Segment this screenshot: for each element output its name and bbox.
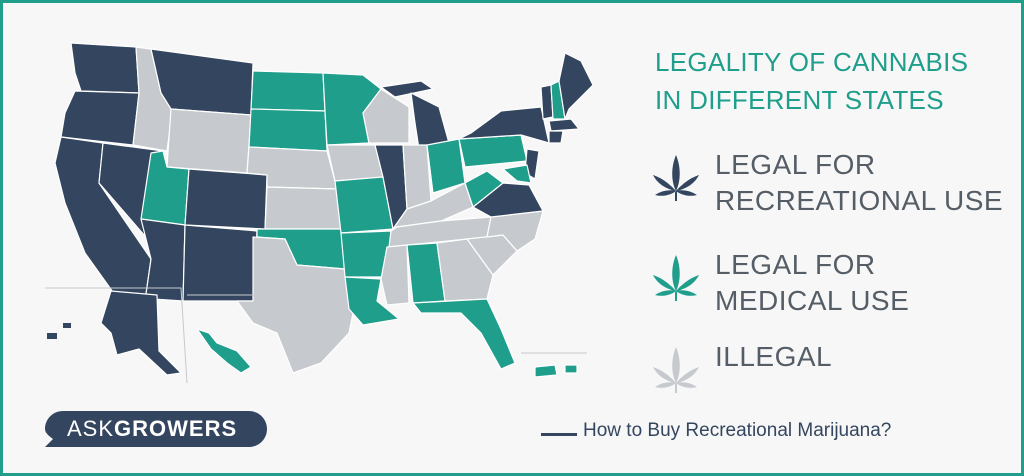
state-colorado (184, 168, 268, 230)
logo-text-ask: ASK (67, 416, 115, 441)
state-maryland (502, 164, 532, 184)
state-florida (412, 298, 516, 370)
state-washington (70, 42, 140, 94)
state-iowa (326, 144, 384, 182)
state-wisconsin (362, 88, 410, 144)
logo-text: ASKGROWERS (67, 415, 237, 443)
state-wyoming (166, 108, 252, 174)
legend-medical-line1: LEGAL FOR (715, 249, 876, 280)
how-to-buy-link[interactable]: How to Buy Recreational Marijuana? (541, 417, 991, 445)
legend-recreational-line2: RECREATIONAL USE (715, 185, 1004, 216)
state-oregon (60, 90, 140, 146)
how-to-buy-link-text[interactable]: How to Buy Recreational Marijuana? (583, 420, 892, 441)
legend-title: LEGALITY OF CANNABIS IN DIFFERENT STATES (655, 43, 995, 119)
state-south-dakota (248, 108, 328, 152)
legend-item-medical: LEGAL FOR MEDICAL USE (651, 247, 1011, 327)
territory-virgin-islands (564, 364, 578, 374)
state-connecticut (548, 130, 564, 144)
logo-badge-shape (45, 411, 267, 447)
state-pennsylvania (458, 134, 528, 168)
logo-text-growers: GROWERS (114, 416, 238, 441)
state-ohio (426, 138, 466, 194)
state-georgia (436, 238, 494, 302)
link-accent-bar (541, 433, 577, 436)
inset-border-alaska (45, 287, 188, 384)
cannabis-leaf-icon (653, 347, 699, 393)
legend-title-line1: LEGALITY OF CANNABIS (655, 47, 969, 77)
legend-medical-line2: MEDICAL USE (715, 285, 910, 316)
state-texas (236, 236, 358, 374)
legend-recreational-line1: LEGAL FOR (715, 149, 876, 180)
legend-illegal-line1: ILLEGAL (715, 341, 833, 372)
state-alaska (100, 290, 182, 376)
state-mississippi (380, 244, 410, 306)
state-west-virginia (464, 170, 504, 208)
us-cannabis-map (41, 33, 601, 384)
state-indiana (402, 144, 432, 210)
legend-item-illegal: ILLEGAL (651, 339, 1011, 419)
aleutian-islands (63, 323, 71, 328)
state-hawaii (196, 328, 252, 374)
aleutian-islands (47, 333, 57, 339)
territory-puerto-rico (534, 364, 558, 378)
askgrowers-logo[interactable]: ASKGROWERS (45, 411, 267, 447)
legend-title-line2: IN DIFFERENT STATES (655, 85, 944, 115)
legend-item-recreational: LEGAL FOR RECREATIONAL USE (651, 147, 1011, 227)
state-north-dakota (250, 70, 326, 112)
cannabis-leaf-icon (653, 255, 699, 301)
state-new-mexico (182, 224, 258, 302)
state-massachusetts (548, 118, 580, 132)
state-maine (558, 52, 594, 120)
state-kansas (264, 186, 342, 230)
cannabis-leaf-icon (653, 155, 699, 201)
